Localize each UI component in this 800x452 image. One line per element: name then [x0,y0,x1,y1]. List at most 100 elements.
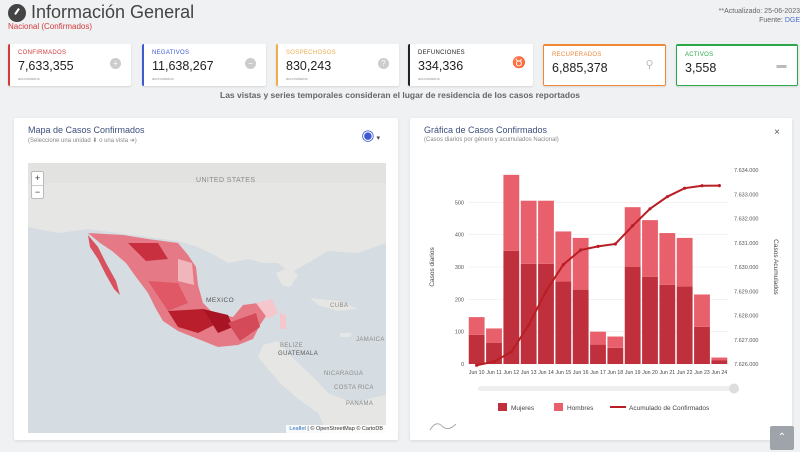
y2-tick-label: 7.631.000 [734,241,758,247]
y2-tick-label: 7.634.000 [734,168,758,174]
x-tick-label: Jun 14 [538,370,554,376]
x-tick-label: Jun 19 [625,370,641,376]
map-label: COSTA RICA [334,385,374,391]
y2-tick-label: 7.627.000 [734,338,758,344]
bar-mujeres [538,263,554,364]
page-subtitle: Nacional (Confirmados) [8,22,93,31]
card-value: 7,633,355 [18,59,74,73]
card-sospechosos[interactable]: SOSPECHOSOS 830,243 acumulados ? [276,44,399,86]
zoom-in-button[interactable]: + [34,173,41,183]
card-sublabel: acumulados [286,76,308,81]
y-tick-label: 200 [455,297,464,303]
map-title: Mapa de Casos Confirmados [28,125,145,135]
cumulative-point [561,262,565,267]
legend-label-acumulado: Acumulado de Confirmados [629,405,710,412]
y2-tick-label: 7.632.000 [734,217,758,223]
card-confirmados[interactable]: CONFIRMADOS 7,633,355 acumulados + [8,44,131,86]
plus-icon: + [110,58,121,69]
card-sublabel: acumulados [18,76,40,81]
bar-mujeres [468,334,485,364]
card-label: RECUPERADOS [552,52,602,58]
x-tick-label: Jun 18 [608,370,624,376]
choropleth-map[interactable]: UNITED STATES MEXICO CUBA JAMAICA BELIZE GUAT… [28,163,386,433]
card-negativos[interactable]: NEGATIVOS 11,638,267 acumulados − [142,44,266,86]
caret-down-icon[interactable]: ▾ [376,135,380,142]
map-label: CUBA [330,303,349,309]
card-defunciones[interactable]: DEFUNCIONES 334,336 acumulados ♉ [408,44,533,86]
x-tick-label: Jun 24 [712,370,728,376]
bar-mujeres [711,360,728,364]
bar-hombres [711,357,728,361]
card-value: 3,558 [685,61,717,75]
florida-land [276,267,298,287]
eye-icon[interactable]: ◉ ▾ [361,127,380,144]
cumulative-point [492,359,496,364]
card-recuperados[interactable]: RECUPERADOS 6,885,378 ⚲ [543,44,666,86]
source-line: Fuente: DGE [719,17,800,24]
sonora-region [128,243,168,261]
y2-tick-label: 7.630.000 [734,265,758,271]
y2-tick-label: 7.628.000 [734,314,758,320]
cumulative-point [475,363,479,367]
x-tick-label: Jun 13 [521,370,537,376]
cuba-land [310,298,358,311]
bar-mujeres [590,344,606,364]
map-panel: Mapa de Casos Confirmados (Seleccione un… [14,118,398,440]
residence-notice: Las vistas y series temporales considera… [220,90,580,100]
bar-mujeres [520,263,537,364]
bar-mujeres [659,284,676,364]
central-region [168,309,218,333]
south-region [228,313,260,341]
bar-hombres [659,233,676,285]
close-icon[interactable]: × [774,127,780,138]
bar-hombres [468,317,485,335]
attribution-text: | © OpenStreetMap © CartoDB [305,426,383,432]
card-value: 334,336 [418,59,464,73]
legend-swatch-hombres [554,403,563,411]
bar-mujeres [555,281,572,364]
bar-hombres [607,336,624,348]
chart-canvas: 0 100 200 300 400 500 7.626.000 7.627.000 7.628.… [429,168,779,431]
mini-chart-icon [429,423,457,431]
central-america-land [258,341,386,433]
summary-cards: CONFIRMADOS 7,633,355 acumulados + NEGAT… [8,44,798,86]
map-label: GUATEMALA [278,351,319,357]
y-tick-label: 400 [455,233,464,239]
baja-california [88,235,120,295]
scroll-to-top-button[interactable]: ⌃ [770,426,794,450]
zoom-control: + − [31,171,44,199]
y-tick-label: 300 [455,265,464,271]
ribbon-icon: ♉ [512,57,526,69]
card-value: 6,885,378 [552,61,608,75]
chart-subtitle: (Casos diarios por género y acumulados N… [424,137,559,143]
bar-mujeres [694,326,710,364]
map-label: NICARAGUA [324,371,364,377]
map-canvas [28,163,386,433]
legend-swatch-mujeres [498,403,507,411]
y-axis-title: Casos diarios [429,247,436,287]
card-label: DEFUNCIONES [418,50,465,56]
chart-title: Gráfica de Casos Confirmados [424,125,548,135]
central-north-region [148,281,188,311]
bar-hombres [590,331,606,345]
leaflet-link[interactable]: Leaflet [289,426,306,432]
legend-label-mujeres: Mujeres [511,405,535,412]
card-activos[interactable]: ACTIVOS 3,558 ▬ [676,44,798,86]
map-label: PANAMA [346,401,374,407]
source-link[interactable]: DGE [784,17,800,24]
y-tick-label: 0 [461,362,464,368]
bar-hombres [538,200,554,264]
card-value: 11,638,267 [152,59,214,73]
cumulative-point [544,289,548,293]
source-label: Fuente: [759,17,785,24]
range-slider-handle [729,383,739,394]
map-subtitle: (Seleccione una unidad ⬇ o una vista ➜) [28,138,137,144]
canada-land [28,163,386,183]
page-title-text: Información General [31,2,195,22]
map-label: JAMAICA [356,337,385,343]
cumulative-point [613,242,617,246]
cumulative-point [527,323,531,327]
zoom-out-button[interactable]: − [32,185,43,198]
x-tick-label: Jun 22 [677,370,693,376]
coahuila-region [178,259,194,285]
